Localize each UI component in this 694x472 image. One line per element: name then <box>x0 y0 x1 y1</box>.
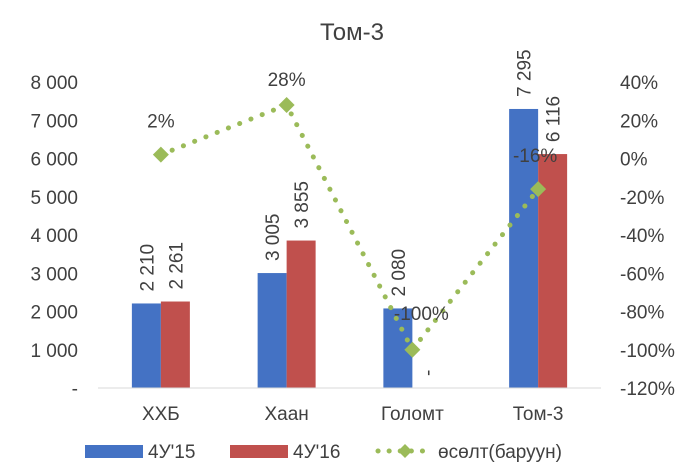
y-right-tick-label: 0% <box>620 150 648 171</box>
bar <box>286 240 316 388</box>
growth-marker <box>404 341 421 358</box>
y-right-tick-label: -100% <box>620 341 675 362</box>
bar-value-label: - <box>418 370 439 376</box>
bars <box>131 108 568 388</box>
y-left-tick-label: 6 000 <box>30 150 78 171</box>
growth-marker <box>278 96 295 113</box>
y-axis-right: -120% -100% -80% -60% -40% -20% 0% 20% 40% <box>620 73 675 400</box>
legend-swatch-marker <box>398 444 412 458</box>
bar-value-label: 6 116 <box>544 96 565 142</box>
growth-value-label: -16% <box>513 146 557 167</box>
y-left-tick-label: 7 000 <box>30 111 78 132</box>
y-left-tick-label: 2 000 <box>30 303 78 324</box>
y-left-tick-label: 3 000 <box>30 264 78 285</box>
bar-value-label: 2 080 <box>389 249 410 297</box>
growth-line-path <box>158 101 541 355</box>
y-right-tick-label: -80% <box>620 303 664 324</box>
bar <box>538 154 568 388</box>
x-axis-labels: ХХБ Хаан Голомт Том-3 <box>142 404 563 425</box>
legend-swatch <box>85 445 143 458</box>
y-left-tick-label: 5 000 <box>30 188 78 209</box>
legend-label: 4У'15 <box>148 442 195 463</box>
y-right-tick-label: -40% <box>620 226 664 247</box>
x-tick-label: ХХБ <box>142 404 180 425</box>
growth-value-label: -100% <box>394 304 449 325</box>
x-tick-label: Хаан <box>264 404 308 425</box>
bar-value-label: 3 855 <box>292 181 313 229</box>
bar <box>131 303 161 388</box>
growth-value-label: 2% <box>147 112 175 133</box>
chart-title: Том-3 <box>320 19 384 46</box>
growth-marker <box>152 146 169 163</box>
y-right-tick-label: -60% <box>620 264 664 285</box>
x-tick-label: Голомт <box>381 404 444 425</box>
y-right-tick-label: -120% <box>620 379 675 400</box>
growth-line <box>152 96 547 358</box>
legend-label: 4У'16 <box>293 442 340 463</box>
bar-value-label: 7 295 <box>515 49 536 97</box>
bar-value-label: 2 261 <box>166 242 187 290</box>
bar-value-label: 2 210 <box>137 244 158 292</box>
bar-value-label: 3 005 <box>263 214 284 262</box>
legend-swatch <box>230 445 288 458</box>
x-tick-label: Том-3 <box>513 404 564 425</box>
y-left-tick-label: 8 000 <box>30 73 78 94</box>
y-axis-left: - 1 000 2 000 3 000 4 000 5 000 6 000 7 000 8 00… <box>30 73 78 400</box>
y-left-tick-label: 4 000 <box>30 226 78 247</box>
y-right-tick-label: 40% <box>620 73 658 94</box>
bar-labels: 2 210 3 005 2 080 7 295 2 261 3 855 - 6 116 <box>137 49 564 376</box>
y-right-tick-label: 20% <box>620 111 658 132</box>
legend: 4У'15 4У'16 өсөлт(баруун) <box>85 442 562 463</box>
bar <box>257 273 287 388</box>
y-right-tick-label: -20% <box>620 188 664 209</box>
growth-labels: 2% 28% -100% -16% <box>147 70 557 325</box>
bar <box>160 301 190 388</box>
legend-label: өсөлт(баруун) <box>438 442 562 463</box>
growth-marker <box>530 181 547 198</box>
y-left-tick-label: 1 000 <box>30 341 78 362</box>
bar <box>509 108 539 388</box>
growth-value-label: 28% <box>268 70 306 91</box>
y-left-tick-label: - <box>72 379 78 400</box>
